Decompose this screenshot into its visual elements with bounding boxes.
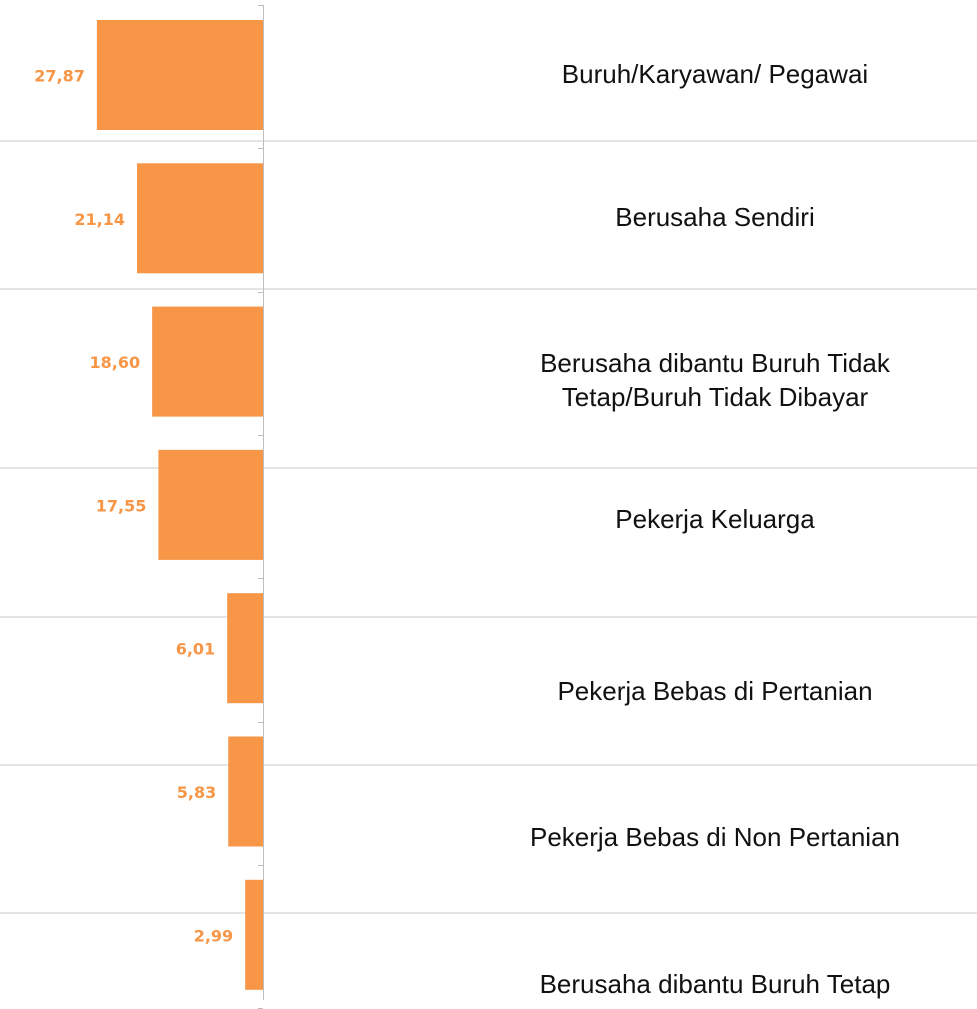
- bar: [228, 736, 263, 847]
- value-label: 5,83: [177, 783, 216, 802]
- value-label: 2,99: [194, 926, 233, 945]
- bar: [227, 593, 263, 704]
- value-label: 17,55: [96, 496, 147, 515]
- value-label: 27,87: [34, 67, 85, 86]
- category-label: Berusaha dibantu Buruh Tidak Tetap/Buruh…: [540, 348, 890, 412]
- value-label: 6,01: [176, 640, 215, 659]
- category-label: Pekerja Bebas di Pertanian: [557, 676, 873, 707]
- bar: [158, 449, 263, 560]
- value-label: 18,60: [90, 353, 141, 372]
- category-label: Pekerja Keluarga: [615, 504, 815, 535]
- bar: [245, 879, 263, 990]
- category-label: Berusaha dibantu Buruh Tetap: [539, 969, 891, 1000]
- value-label: 21,14: [74, 210, 125, 229]
- bar: [137, 163, 263, 274]
- category-label: Pekerja Bebas di Non Pertanian: [529, 822, 900, 853]
- bar: [96, 20, 263, 130]
- bar: [152, 306, 263, 417]
- category-label: Buruh/Karyawan/ Pegawai: [561, 59, 869, 90]
- category-label: Berusaha Sendiri: [615, 202, 815, 233]
